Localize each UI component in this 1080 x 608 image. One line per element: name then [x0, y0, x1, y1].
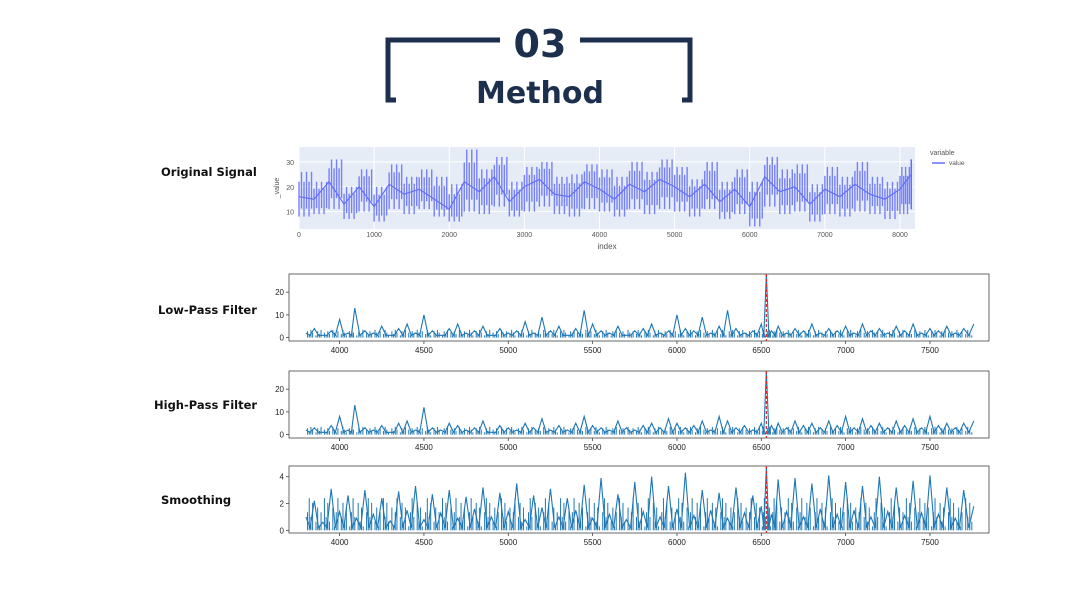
- x-tick-label: 4500: [415, 346, 433, 355]
- plot-frame: [288, 370, 990, 439]
- y-tick-label: 20: [286, 185, 294, 192]
- x-tick-label: 5000: [499, 538, 517, 547]
- x-tick-label: 5500: [584, 443, 602, 452]
- x-axis-label: index: [597, 242, 616, 251]
- x-tick-label: 8000: [892, 232, 908, 239]
- x-tick-label: 4500: [415, 538, 433, 547]
- y-tick-label: 20: [275, 288, 284, 297]
- x-tick-label: 5000: [667, 232, 683, 239]
- x-tick-label: 6000: [668, 443, 686, 452]
- legend-entry: value: [949, 160, 965, 167]
- series-line: [305, 273, 975, 338]
- series-line: [305, 467, 975, 530]
- y-axis-label: _value: [274, 178, 281, 200]
- series-line: [305, 370, 975, 435]
- x-tick-label: 7500: [921, 443, 939, 452]
- label-low-pass-filter: Low-Pass Filter: [158, 303, 257, 317]
- x-tick-label: 6000: [668, 538, 686, 547]
- x-tick-label: 4000: [331, 443, 349, 452]
- x-tick-label: 4500: [415, 443, 433, 452]
- bracket-frame: [385, 37, 693, 103]
- y-tick-label: 2: [280, 500, 285, 509]
- x-tick-label: 6500: [752, 538, 770, 547]
- x-tick-label: 7000: [837, 346, 855, 355]
- chart-panel-2: 4000 4500 5000 5500 6000 6500 7000 7500 0 10 20: [275, 370, 990, 452]
- label-original-signal: Original Signal: [161, 165, 257, 179]
- label-high-pass-filter: High-Pass Filter: [154, 398, 258, 412]
- y-tick-label: 0: [280, 431, 285, 440]
- x-tick-label: 7000: [837, 443, 855, 452]
- legend-title: variable: [930, 150, 955, 157]
- x-tick-label: 7500: [921, 538, 939, 547]
- y-tick-label: 20: [275, 385, 284, 394]
- y-tick-label: 0: [280, 334, 285, 343]
- label-smoothing: Smoothing: [161, 493, 232, 507]
- x-tick-label: 2000: [441, 232, 457, 239]
- x-tick-label: 3000: [517, 232, 533, 239]
- x-tick-label: 7000: [837, 538, 855, 547]
- y-tick-label: 30: [286, 160, 294, 167]
- x-tick-label: 6500: [752, 346, 770, 355]
- x-tick-label: 4000: [331, 538, 349, 547]
- y-tick-label: 10: [275, 311, 284, 320]
- chart-panel-1: 4000 4500 5000 5500 6000 6500 7000 7500 0 10 20: [275, 273, 990, 355]
- x-tick-label: 4000: [592, 232, 608, 239]
- x-tick-label: 5000: [499, 443, 517, 452]
- x-tick-label: 1000: [366, 232, 382, 239]
- x-tick-label: 6000: [742, 232, 758, 239]
- section-title: Method: [476, 76, 604, 111]
- section-number: 03: [513, 22, 567, 66]
- x-tick-label: 7500: [921, 346, 939, 355]
- chart-panel-3: 4000 4500 5000 5500 6000 6500 7000 7500 0 2 4: [280, 465, 990, 547]
- chart-panel-0: 0 1000 2000 3000 4000 5000 6000 7000 8000 10 20 30 i…: [274, 147, 965, 251]
- y-tick-label: 0: [280, 526, 285, 535]
- x-tick-label: 4000: [331, 346, 349, 355]
- y-tick-label: 10: [286, 210, 294, 217]
- x-tick-label: 6000: [668, 346, 686, 355]
- section-header: 03 Method: [380, 18, 700, 118]
- x-tick-label: 7000: [817, 232, 833, 239]
- plot-frame: [288, 273, 990, 342]
- y-tick-label: 10: [275, 408, 284, 417]
- y-tick-label: 4: [280, 473, 285, 482]
- x-tick-label: 0: [297, 232, 301, 239]
- x-tick-label: 6500: [752, 443, 770, 452]
- x-tick-label: 5000: [499, 346, 517, 355]
- x-tick-label: 5500: [584, 538, 602, 547]
- x-tick-label: 5500: [584, 346, 602, 355]
- series-line-value: [298, 173, 912, 210]
